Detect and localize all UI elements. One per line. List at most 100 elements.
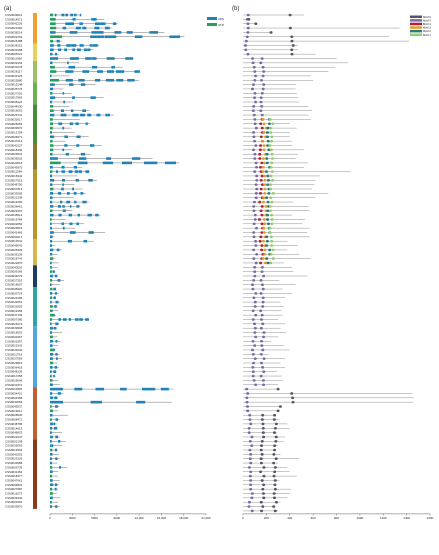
cds-block [65, 22, 71, 25]
gene-structure-row [50, 453, 59, 456]
motif-mark [268, 118, 272, 121]
cds-block [80, 83, 86, 86]
motif-mark [247, 500, 251, 504]
motif-mark [253, 331, 257, 334]
protein-motif-row [243, 379, 283, 382]
gene-id-label: CSS0005309 [5, 248, 23, 252]
cds-block [52, 270, 55, 273]
gene-structure-row [50, 270, 56, 273]
cds-block [61, 170, 66, 173]
motif-mark [260, 57, 264, 60]
motif-mark [254, 261, 258, 265]
protein-motif-row [243, 348, 290, 352]
cds-block [89, 44, 93, 47]
motif-mark [263, 183, 267, 186]
motif-mark [259, 353, 263, 356]
cds-block [70, 109, 74, 112]
protein-motif-row [243, 70, 329, 73]
motif-mark [266, 213, 270, 217]
gene-structure-row [50, 374, 56, 378]
gene-id-label: CSS0031803 [5, 304, 23, 308]
cds-block [53, 348, 55, 352]
protein-motif-row [243, 244, 298, 247]
cds-block [54, 305, 57, 308]
cds-block [73, 165, 77, 169]
gene-id-label: CSS0022870 [5, 261, 23, 265]
cds-block [50, 152, 53, 156]
motif-mark [259, 122, 263, 126]
cds-block [50, 209, 53, 213]
protein-motif-row [243, 18, 251, 21]
protein-motif-row [243, 96, 298, 99]
gene-id-label: CSS0012531 [5, 239, 23, 243]
motif-mark [262, 483, 266, 487]
cds-block [78, 157, 87, 160]
protein-motif-row [243, 83, 296, 86]
cds-block [50, 109, 54, 112]
motif-mark [265, 131, 269, 134]
motif-mark [272, 431, 276, 434]
gene-structure-row [50, 296, 56, 300]
cds-block [50, 326, 53, 330]
motif-mark [260, 174, 264, 178]
protein-motif-row [243, 448, 277, 452]
motif-mark [252, 222, 256, 226]
gene-structure-row [50, 157, 153, 160]
cds-block [82, 70, 90, 73]
gene-id-label: CSS0013456 [5, 309, 23, 313]
cds-block [72, 18, 76, 21]
x-axis-tick-label: 12,000 [135, 516, 145, 520]
gene-structure-row [50, 226, 76, 230]
gene-id-label: CSS0021541 [5, 344, 23, 348]
motif-mark [255, 165, 259, 169]
cds-block [50, 361, 54, 365]
cds-block [50, 370, 52, 373]
motif-mark [249, 483, 253, 487]
protein-motif-row [243, 457, 300, 461]
cds-block [57, 279, 61, 282]
cds-block [126, 31, 133, 34]
clade-segment [33, 13, 37, 44]
motif-mark [261, 239, 265, 243]
cds-block [54, 274, 58, 278]
motif-mark [260, 344, 264, 347]
cds-block [57, 392, 61, 395]
cds-block [116, 78, 124, 82]
cds-block [82, 200, 87, 204]
motif-mark [273, 466, 277, 469]
gene-id-label: CSS0028930 [5, 413, 23, 417]
cds-block [56, 248, 60, 252]
cds-block [50, 339, 53, 343]
protein-motif-row [243, 374, 282, 378]
motif-mark [261, 431, 265, 434]
protein-motif-row [243, 444, 279, 447]
x-axis-tick-label: 21,000 [201, 516, 211, 520]
motif-mark [254, 161, 258, 165]
motif-mark [255, 252, 259, 256]
cds-block [54, 366, 58, 369]
cds-block [50, 213, 54, 217]
protein-motif-row [243, 109, 312, 112]
cds-block [50, 100, 52, 104]
gene-structure-row [50, 474, 59, 478]
cds-block [50, 444, 54, 447]
motif-mark [260, 418, 264, 421]
cds-block [50, 409, 53, 413]
motif-mark [260, 183, 264, 186]
cds-block [50, 322, 52, 326]
motif-mark [262, 131, 266, 134]
motif-mark [259, 192, 263, 195]
motif-mark [266, 135, 270, 139]
cds-block [79, 44, 84, 47]
cds-block [50, 479, 53, 482]
protein-motif-row [243, 57, 337, 60]
x-axis-tick-label: 1200 [380, 516, 387, 520]
motif-legend-swatch [410, 29, 422, 33]
gene-id-label: CSS0040533 [5, 265, 23, 269]
motif-mark [268, 226, 272, 230]
cds-block [50, 400, 64, 404]
panel-b-x-axis: 0 200 400 600 800 1000 1200 1400 1600 [242, 513, 434, 520]
motif-mark [269, 183, 273, 186]
motif-mark [268, 231, 272, 234]
gene-structure-row [50, 196, 74, 199]
